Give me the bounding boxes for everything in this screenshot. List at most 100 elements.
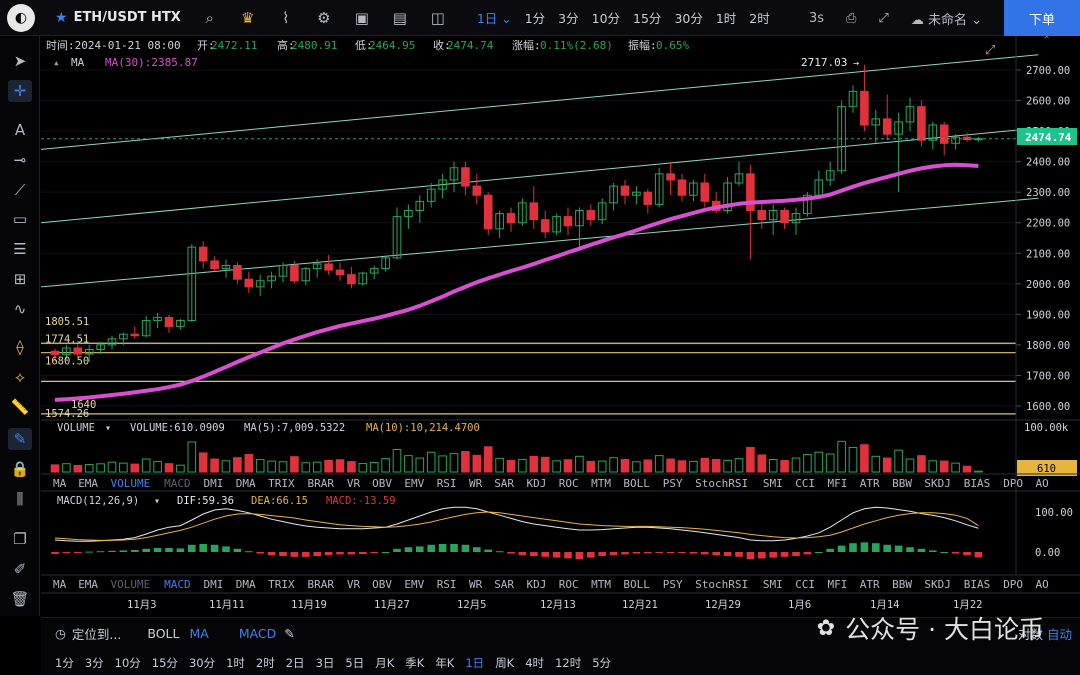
indicator-tab[interactable]: TRIX [268,578,295,591]
candle[interactable] [164,314,174,333]
edit-indicator-icon[interactable]: ✎ [284,625,295,641]
bottom-timeframe-tab[interactable]: 3日 [315,656,335,670]
locate-icon[interactable]: ◷ [55,625,66,641]
candle[interactable] [506,207,516,232]
candle[interactable] [187,244,197,322]
candle[interactable] [438,173,447,199]
tab-timeframe-1d[interactable]: 1日 ⌄ [476,11,512,26]
fullscreen-icon[interactable]: ⤢ [878,10,889,26]
candle[interactable] [894,112,903,193]
candle[interactable] [369,265,379,280]
candle[interactable] [119,332,128,345]
refresh-interval[interactable]: 3s [808,10,824,26]
candle[interactable] [780,207,789,229]
parallel-channel-icon[interactable]: ☰ [13,240,27,258]
indicator-tab[interactable]: RSI [437,578,457,591]
candle[interactable] [871,109,881,144]
locate-button[interactable]: 定位到... [71,626,122,642]
boll-toggle[interactable]: BOLL [147,625,180,641]
indicator-tab[interactable]: DMA [236,477,256,490]
candle[interactable] [518,198,527,226]
candle[interactable] [974,136,983,142]
indicator-tab[interactable]: BRAR [308,477,335,490]
candle[interactable] [461,161,470,196]
indicator-tab[interactable]: TRIX [268,477,295,490]
candle[interactable] [221,259,231,278]
candle[interactable] [939,121,949,156]
indicator-tab[interactable]: EMA [78,578,98,591]
candle[interactable] [951,134,960,150]
candle[interactable] [860,64,869,132]
ma-toggle-bottom[interactable]: MA [189,625,209,641]
candle[interactable] [791,207,801,235]
trash-icon[interactable]: 🗑 [10,590,30,608]
candle[interactable] [153,312,162,329]
settings-gear-icon[interactable]: ⚙ [317,8,331,27]
text-tool-icon[interactable]: A [14,121,26,139]
indicator-tab[interactable]: BOLL [623,578,650,591]
candle[interactable] [825,161,835,187]
grid-tool-icon[interactable]: ⊞ [13,270,27,288]
pen-tool-icon[interactable]: ✎ [8,428,32,450]
indicator-tab[interactable]: PSY [663,578,683,591]
candle[interactable] [198,241,208,269]
bottom-timeframe-tab[interactable]: 5分 [592,656,612,670]
indicator-tab[interactable]: MA [53,477,67,490]
indicator-tab[interactable]: RSI [437,477,457,490]
indicator-tab[interactable]: BIAS [964,477,991,490]
order-button[interactable]: 下单 [1004,0,1080,36]
indicator-tab[interactable]: AO [1036,477,1049,490]
pattern-tool-icon[interactable]: ⟠ [16,338,24,356]
indicator-tab[interactable]: VR [347,578,361,591]
candle[interactable] [210,256,219,272]
split-window-icon[interactable]: ◫ [430,8,445,27]
bottom-timeframe-tab[interactable]: 月K [375,656,395,670]
candle[interactable] [176,318,185,330]
indicator-tab[interactable]: VOLUME [111,477,151,490]
indicator-tab[interactable]: MA [53,578,67,591]
layout-icon[interactable]: ▤ [392,8,407,27]
bottom-timeframe-tab[interactable]: 1分 [55,656,74,670]
candle[interactable] [255,274,265,297]
tab-timeframe[interactable]: 15分 [633,11,662,26]
indicator-tab[interactable]: DMI [204,578,224,591]
macd-dropdown-icon[interactable]: ▾ [154,496,160,507]
indicator-tab[interactable]: CCI [795,578,815,591]
indicator-tab[interactable]: MACD [164,578,191,591]
candle[interactable] [677,173,687,202]
indicator-chart-icon[interactable]: ⌇ [282,8,290,27]
indicator-tab[interactable]: AO [1036,578,1049,591]
expand-icon[interactable]: ⤢ [985,43,995,58]
candle[interactable] [609,183,618,211]
indicator-tab[interactable]: EMV [404,578,424,591]
bottom-timeframe-tab[interactable]: 10分 [114,656,141,670]
candle[interactable] [392,207,402,260]
tab-timeframe[interactable]: 10分 [591,11,621,26]
channel-line[interactable] [41,197,1039,288]
indicator-tab[interactable]: BBW [892,578,912,591]
indicator-tab[interactable]: OBV [372,477,392,490]
indicator-tab[interactable]: BIAS [964,578,991,591]
candle[interactable] [597,198,607,225]
candle[interactable] [404,204,413,229]
edit-settings-icon[interactable]: ✐ [13,560,27,578]
magnet-icon[interactable]: ⫼ [16,490,24,508]
candlestick-chart[interactable]: 时间:2024-01-21 08:00 开: 2472.11 高: 2480.9… [41,36,1080,616]
indicator-tab[interactable]: EMA [78,477,98,490]
candle[interactable] [882,94,892,141]
candle[interactable] [381,256,390,272]
search-icon[interactable]: ⌕ [205,8,215,27]
indicator-tab[interactable]: BBW [892,477,912,490]
indicator-tab[interactable]: DPO [1003,477,1023,490]
rectangle-icon[interactable]: ▭ [12,210,28,228]
indicator-tab[interactable]: StochRSI [695,578,748,591]
indicator-tab[interactable]: VR [347,477,361,490]
indicator-tab[interactable]: ROC [559,477,579,490]
indicator-tab[interactable]: MACD [164,477,191,490]
crown-icon[interactable]: ♛ [241,8,255,27]
indicator-tab[interactable]: BOLL [623,477,650,490]
indicator-tab[interactable]: SAR [494,477,514,490]
bottom-timeframe-tab[interactable]: 年K [435,656,455,670]
candle[interactable] [746,164,755,260]
indicator-tab[interactable]: ATR [860,477,880,490]
